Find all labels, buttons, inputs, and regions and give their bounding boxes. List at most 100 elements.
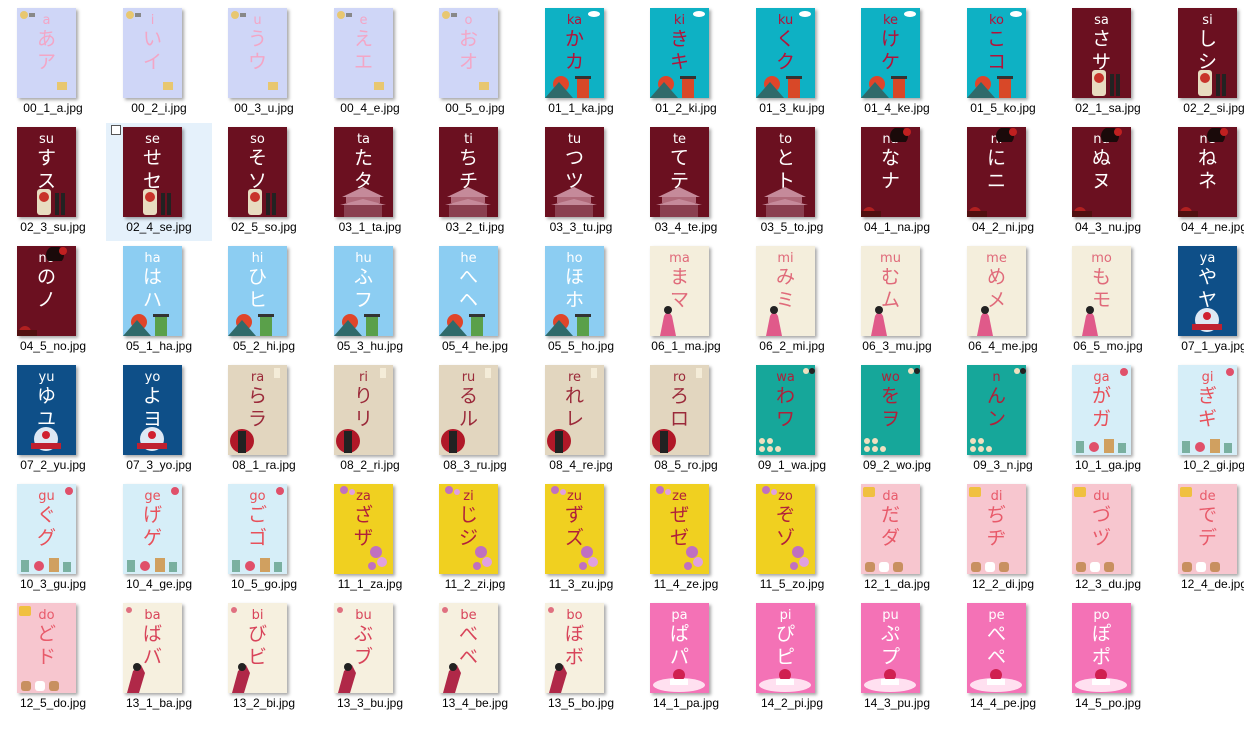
- file-item[interactable]: pe ぺペ 14_4_pe.jpg: [950, 599, 1056, 717]
- file-item[interactable]: pu ぷプ 14_3_pu.jpg: [844, 599, 950, 717]
- file-item[interactable]: i いイ 00_2_i.jpg: [106, 4, 212, 122]
- thumbnail-romaji: bu: [355, 608, 372, 623]
- file-item[interactable]: pa ぱパ 14_1_pa.jpg: [633, 599, 739, 717]
- file-thumbnail: pi ぴピ: [756, 603, 815, 693]
- thumbnail-top-decoration: [650, 8, 709, 22]
- thumbnail-hiragana: お: [458, 28, 478, 50]
- thumbnail-illustration: [228, 659, 287, 693]
- file-item[interactable]: yo よヨ 07_3_yo.jpg: [106, 361, 212, 479]
- file-name-label: 02_2_si.jpg: [1183, 101, 1244, 115]
- file-item[interactable]: go ごゴ 10_5_go.jpg: [211, 480, 317, 598]
- file-item[interactable]: nu ぬヌ 04_3_nu.jpg: [1055, 123, 1161, 241]
- thumbnail-romaji: ke: [882, 13, 899, 28]
- file-item[interactable]: zi じジ 11_2_zi.jpg: [422, 480, 528, 598]
- file-thumbnail: mu むム: [861, 246, 920, 336]
- file-item[interactable]: ru るル 08_3_ru.jpg: [422, 361, 528, 479]
- file-item[interactable]: sa さサ 02_1_sa.jpg: [1055, 4, 1161, 122]
- file-item[interactable]: na なナ 04_1_na.jpg: [844, 123, 950, 241]
- file-item[interactable]: u うウ 00_3_u.jpg: [211, 4, 317, 122]
- file-item[interactable]: wa わワ 09_1_wa.jpg: [739, 361, 845, 479]
- file-item[interactable]: so そソ 02_5_so.jpg: [211, 123, 317, 241]
- file-item[interactable]: n んン 09_3_n.jpg: [950, 361, 1056, 479]
- file-item[interactable]: mo もモ 06_5_mo.jpg: [1055, 242, 1161, 360]
- file-item[interactable]: to とト 03_5_to.jpg: [739, 123, 845, 241]
- file-item[interactable]: mu むム 06_3_mu.jpg: [844, 242, 950, 360]
- file-item[interactable]: do どド 12_5_do.jpg: [0, 599, 106, 717]
- thumbnail-katakana: ス: [36, 170, 56, 192]
- thumbnail-hiragana: た: [353, 147, 373, 169]
- file-item[interactable]: wo をヲ 09_2_wo.jpg: [844, 361, 950, 479]
- file-item[interactable]: du づヅ 12_3_du.jpg: [1055, 480, 1161, 598]
- file-item[interactable]: ro ろロ 08_5_ro.jpg: [633, 361, 739, 479]
- file-item[interactable]: ke けケ 01_4_ke.jpg: [844, 4, 950, 122]
- file-item[interactable]: ze ぜゼ 11_4_ze.jpg: [633, 480, 739, 598]
- file-item[interactable]: ma まマ 06_1_ma.jpg: [633, 242, 739, 360]
- thumbnail-katakana: ペ: [986, 646, 1006, 668]
- file-item[interactable]: si しシ 02_2_si.jpg: [1161, 4, 1244, 122]
- file-item[interactable]: ge げゲ 10_4_ge.jpg: [106, 480, 212, 598]
- file-item[interactable]: ha はハ 05_1_ha.jpg: [106, 242, 212, 360]
- thumbnail-illustration: [123, 302, 182, 336]
- thumbnail-illustration: [439, 64, 498, 98]
- file-item[interactable]: ki きキ 01_2_ki.jpg: [633, 4, 739, 122]
- file-item[interactable]: ka かカ 01_1_ka.jpg: [528, 4, 634, 122]
- thumbnail-romaji: ba: [144, 608, 161, 623]
- thumbnail-illustration: [967, 659, 1026, 693]
- file-item[interactable]: gi ぎギ 10_2_gi.jpg: [1161, 361, 1244, 479]
- file-item[interactable]: hu ふフ 05_3_hu.jpg: [317, 242, 423, 360]
- file-item[interactable]: ri りリ 08_2_ri.jpg: [317, 361, 423, 479]
- thumbnail-illustration: [1178, 421, 1237, 455]
- file-item[interactable]: bu ぶブ 13_3_bu.jpg: [317, 599, 423, 717]
- file-item[interactable]: bi びビ 13_2_bi.jpg: [211, 599, 317, 717]
- file-item[interactable]: ya やヤ 07_1_ya.jpg: [1161, 242, 1244, 360]
- file-item[interactable]: e えエ 00_4_e.jpg: [317, 4, 423, 122]
- file-item[interactable]: hi ひヒ 05_2_hi.jpg: [211, 242, 317, 360]
- file-item[interactable]: ti ちチ 03_2_ti.jpg: [422, 123, 528, 241]
- file-item[interactable]: me めメ 06_4_me.jpg: [950, 242, 1056, 360]
- file-item[interactable]: da だダ 12_1_da.jpg: [844, 480, 950, 598]
- file-name-label: 03_3_tu.jpg: [549, 220, 613, 234]
- thumbnail-illustration: [228, 183, 287, 217]
- thumbnail-illustration: [650, 421, 709, 455]
- file-item[interactable]: po ぽポ 14_5_po.jpg: [1055, 599, 1161, 717]
- file-item[interactable]: ga がガ 10_1_ga.jpg: [1055, 361, 1161, 479]
- thumbnail-katakana: ヲ: [880, 408, 900, 430]
- file-item[interactable]: re れレ 08_4_re.jpg: [528, 361, 634, 479]
- file-item[interactable]: ni にニ 04_2_ni.jpg: [950, 123, 1056, 241]
- thumbnail-katakana: マ: [669, 289, 689, 311]
- file-name-label: 04_2_ni.jpg: [971, 220, 1035, 234]
- file-name-label: 05_5_ho.jpg: [547, 339, 615, 353]
- file-item[interactable]: ho ほホ 05_5_ho.jpg: [528, 242, 634, 360]
- file-item[interactable]: ko こコ 01_5_ko.jpg: [950, 4, 1056, 122]
- thumbnail-illustration: [123, 64, 182, 98]
- file-item[interactable]: he へヘ 05_4_he.jpg: [422, 242, 528, 360]
- file-item[interactable]: de でデ 12_4_de.jpg: [1161, 480, 1244, 598]
- file-item[interactable]: gu ぐグ 10_3_gu.jpg: [0, 480, 106, 598]
- selection-checkbox[interactable]: [111, 125, 121, 135]
- thumbnail-katakana: ガ: [1091, 408, 1111, 430]
- file-item[interactable]: te てテ 03_4_te.jpg: [633, 123, 739, 241]
- file-item[interactable]: mi みミ 06_2_mi.jpg: [739, 242, 845, 360]
- thumbnail-top-decoration: [439, 8, 498, 22]
- file-item[interactable]: di ぢヂ 12_2_di.jpg: [950, 480, 1056, 598]
- file-item[interactable]: bo ぼボ 13_5_bo.jpg: [528, 599, 634, 717]
- file-item[interactable]: a あア 00_1_a.jpg: [0, 4, 106, 122]
- file-item[interactable]: be べベ 13_4_be.jpg: [422, 599, 528, 717]
- file-item[interactable]: no のノ 04_5_no.jpg: [0, 242, 106, 360]
- file-item[interactable]: o おオ 00_5_o.jpg: [422, 4, 528, 122]
- file-item[interactable]: ra らラ 08_1_ra.jpg: [211, 361, 317, 479]
- file-item[interactable]: ba ばバ 13_1_ba.jpg: [106, 599, 212, 717]
- file-item[interactable]: ne ねネ 04_4_ne.jpg: [1161, 123, 1244, 241]
- file-item[interactable]: zo ぞゾ 11_5_zo.jpg: [739, 480, 845, 598]
- file-item[interactable]: ta たタ 03_1_ta.jpg: [317, 123, 423, 241]
- file-item[interactable]: za ざザ 11_1_za.jpg: [317, 480, 423, 598]
- thumbnail-romaji: zo: [778, 489, 793, 504]
- file-item[interactable]: su すス 02_3_su.jpg: [0, 123, 106, 241]
- file-item[interactable]: se せセ 02_4_se.jpg: [106, 123, 212, 241]
- file-item[interactable]: tu つツ 03_3_tu.jpg: [528, 123, 634, 241]
- file-item[interactable]: yu ゆユ 07_2_yu.jpg: [0, 361, 106, 479]
- file-item[interactable]: zu ずズ 11_3_zu.jpg: [528, 480, 634, 598]
- file-item[interactable]: ku くク 01_3_ku.jpg: [739, 4, 845, 122]
- file-name-label: 05_1_ha.jpg: [125, 339, 193, 353]
- file-item[interactable]: pi ぴピ 14_2_pi.jpg: [739, 599, 845, 717]
